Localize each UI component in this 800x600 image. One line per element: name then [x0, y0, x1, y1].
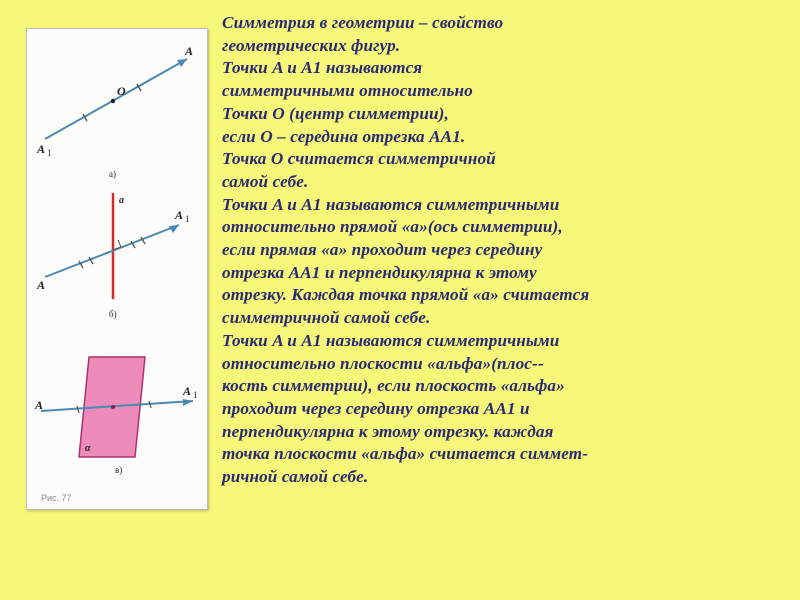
subfig-b: a A A 1 б)	[36, 193, 190, 319]
line: Симметрия в геометрии – свойство	[222, 12, 782, 35]
line: ричной самой себе.	[222, 466, 782, 489]
sublabel-b: б)	[109, 309, 117, 319]
label-A1sub-b: 1	[185, 214, 190, 224]
line: относительно прямой «a»(ось симметрии),	[222, 216, 782, 239]
body-text: Симметрия в геометрии – свойство геометр…	[222, 12, 782, 489]
subfig-a: O A 1 A а)	[36, 44, 193, 179]
line: если O – середина отрезка AA1.	[222, 126, 782, 149]
subfig-c: A A 1 α в)	[34, 357, 198, 475]
line: точка плоскости «альфа» считается симмет…	[222, 443, 782, 466]
label-A-c: A	[34, 398, 43, 412]
line: геометрических фигур.	[222, 35, 782, 58]
slide: O A 1 A а) a	[0, 0, 800, 600]
line: кость симметрии), если плоскость «альфа»	[222, 375, 782, 398]
label-A1-a: A	[36, 142, 45, 156]
figure-panel: O A 1 A а) a	[26, 28, 208, 510]
line: перпендикулярна к этому отрезку. каждая	[222, 421, 782, 444]
label-alpha: α	[85, 443, 91, 454]
line: Точки A и A1 называются	[222, 57, 782, 80]
line: отрезка AA1 и перпендикулярна к этому	[222, 262, 782, 285]
line: самой себе.	[222, 171, 782, 194]
sublabel-c: в)	[115, 465, 122, 475]
line: Точки A и A1 называются симметричными	[222, 194, 782, 217]
figure-caption: Рис. 77	[41, 493, 72, 503]
line: Точка O считается симметричной	[222, 148, 782, 171]
label-A1-c: A	[182, 384, 191, 398]
line: Точки O (центр симметрии),	[222, 103, 782, 126]
label-A1sub-c: 1	[193, 390, 198, 400]
label-A1sub-a: 1	[47, 148, 52, 158]
line: отрезку. Каждая точка прямой «a» считает…	[222, 284, 782, 307]
line: проходит через середину отрезка AA1 и	[222, 398, 782, 421]
label-axis-a: a	[119, 195, 124, 206]
label-A-b: A	[36, 278, 45, 292]
sublabel-a: а)	[109, 169, 116, 179]
figure-svg: O A 1 A а) a	[27, 29, 207, 509]
line: симметричной самой себе.	[222, 307, 782, 330]
line: Точки A и A1 называются симметричными	[222, 330, 782, 353]
line: если прямая «a» проходит через середину	[222, 239, 782, 262]
label-O: O	[117, 84, 126, 98]
line: симметричными относительно	[222, 80, 782, 103]
label-A-a: A	[184, 44, 193, 58]
line: относительно плоскости «альфа»(плос--	[222, 353, 782, 376]
label-A1-b: A	[174, 208, 183, 222]
